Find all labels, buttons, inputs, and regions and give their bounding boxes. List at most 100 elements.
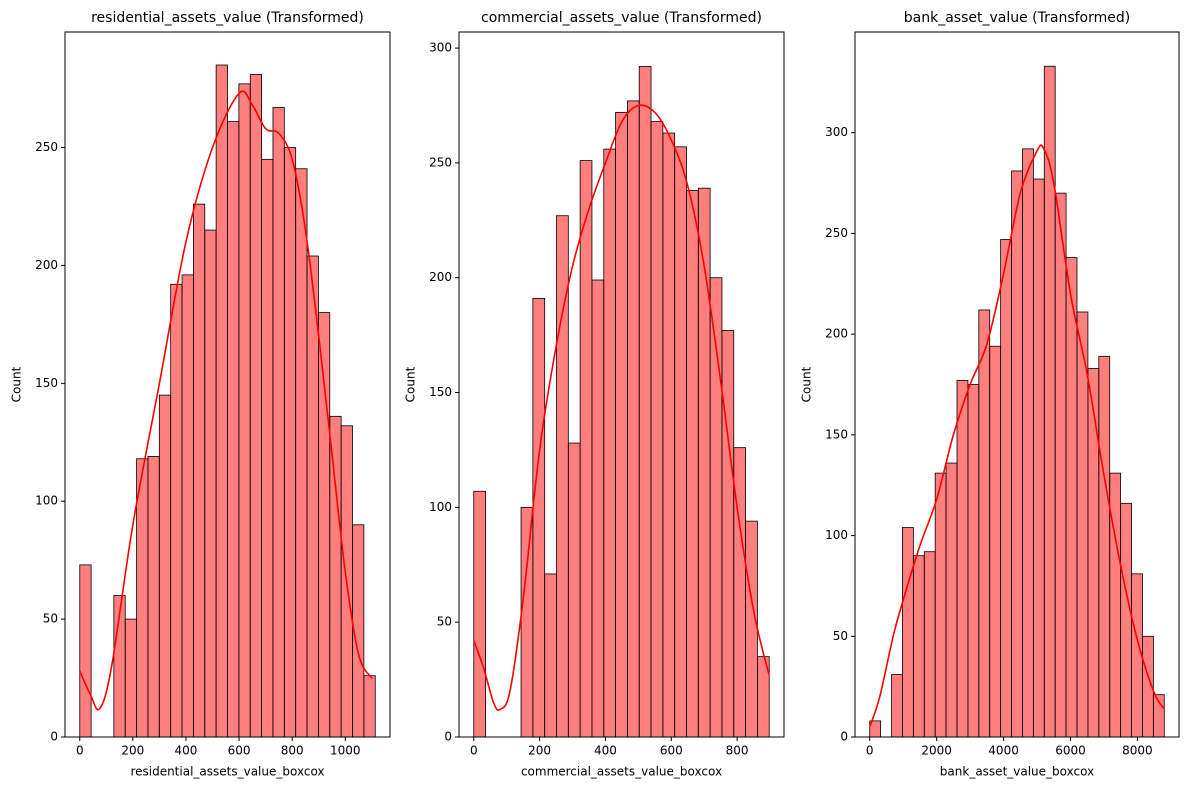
histogram-bar <box>249 74 262 738</box>
chart-title: bank_asset_value (Transformed) <box>904 10 1130 26</box>
histogram-bar <box>1076 311 1089 738</box>
histogram-bar <box>158 394 172 738</box>
y-tick-label: 150 <box>429 385 452 399</box>
x-tick-label: 800 <box>281 744 304 758</box>
y-tick-label: 0 <box>840 730 848 744</box>
histogram-bar <box>295 168 308 738</box>
y-tick-label: 200 <box>429 270 452 284</box>
histogram-bar <box>329 415 342 738</box>
axes-frame <box>458 31 785 738</box>
histogram-bar <box>79 564 92 738</box>
y-axis-label: Count <box>800 366 814 402</box>
histogram-bar <box>1098 355 1111 738</box>
x-tick-label: 600 <box>228 744 251 758</box>
histogram-bar <box>1120 502 1132 738</box>
x-tick-label: 2000 <box>921 744 952 758</box>
chart-title: residential_assets_value (Transformed) <box>91 10 364 26</box>
chart-title: commercial_assets_value (Transformed) <box>481 10 762 26</box>
histogram-bar <box>1011 170 1023 738</box>
histogram-bar <box>1054 192 1067 738</box>
histogram-bar <box>945 462 958 738</box>
y-tick-label: 250 <box>825 226 848 240</box>
histogram-bar <box>745 520 758 738</box>
axes-frame <box>64 31 391 738</box>
kde-line <box>473 104 770 711</box>
y-tick-label: 200 <box>35 258 58 272</box>
y-axis-label: Count <box>10 366 24 402</box>
y-tick-label: 250 <box>35 140 58 154</box>
histogram-bar <box>215 64 228 738</box>
y-tick-label: 50 <box>833 629 848 643</box>
histogram-bar <box>967 384 980 738</box>
histogram-bar <box>283 147 297 738</box>
histogram-bar <box>686 190 699 738</box>
x-tick-label: 8000 <box>1122 744 1153 758</box>
y-tick-label: 100 <box>825 528 848 542</box>
y-tick-label: 100 <box>35 494 58 508</box>
histogram-bar <box>923 551 936 738</box>
histogram-bar <box>627 100 640 738</box>
histogram-bar <box>567 442 581 738</box>
y-tick-label: 0 <box>50 730 58 744</box>
histogram-bar <box>170 283 183 738</box>
histogram-bar <box>638 66 652 738</box>
x-tick-label: 400 <box>175 744 198 758</box>
x-tick-label: 800 <box>726 744 749 758</box>
y-tick-label: 0 <box>444 730 452 744</box>
histogram-bar <box>147 456 160 738</box>
histogram-bar <box>272 107 285 738</box>
histogram-bar <box>956 380 969 738</box>
y-axis-label: Count <box>404 366 418 402</box>
histogram-bar <box>662 132 676 738</box>
histogram-bar <box>227 121 240 738</box>
histogram-bar <box>318 312 331 738</box>
histogram-bar <box>520 506 534 738</box>
histogram-bar <box>989 345 1002 738</box>
x-tick-label: 6000 <box>1055 744 1086 758</box>
histogram-bar <box>181 274 194 738</box>
histogram-bar <box>603 148 616 738</box>
histogram-bar <box>579 160 593 738</box>
histogram-bar <box>1022 148 1034 738</box>
x-axis-label: residential_assets_value_boxcox <box>130 765 324 779</box>
histogram-bar <box>306 255 319 738</box>
histogram-bar <box>238 83 251 738</box>
histogram-bar <box>674 146 687 738</box>
histogram-bar <box>136 458 149 738</box>
y-tick-label: 50 <box>437 615 452 629</box>
y-tick-label: 300 <box>825 125 848 139</box>
x-axis-label: bank_asset_value_boxcox <box>940 765 1094 779</box>
histogram-bar <box>591 279 605 738</box>
x-axis-label: commercial_assets_value_boxcox <box>521 765 722 779</box>
histogram-bar <box>1032 178 1045 738</box>
histogram-bar <box>912 555 925 738</box>
y-tick-label: 100 <box>429 500 452 514</box>
histogram-bar <box>721 330 735 738</box>
histogram-bar <box>891 674 903 738</box>
x-tick-label: 200 <box>528 744 551 758</box>
kde-line <box>79 90 373 711</box>
histogram-bar <box>978 309 991 738</box>
y-tick-label: 250 <box>429 155 452 169</box>
x-tick-label: 0 <box>76 744 84 758</box>
x-tick-label: 200 <box>121 744 144 758</box>
histogram-bar <box>650 121 664 738</box>
histogram-bar <box>615 111 628 738</box>
histogram-bar <box>363 675 376 738</box>
x-tick-label: 400 <box>594 744 617 758</box>
kde-line <box>868 144 1165 728</box>
histogram-bar <box>544 573 557 738</box>
histogram-bar <box>532 297 546 738</box>
histogram-bar <box>124 618 137 738</box>
histogram-bar <box>934 472 947 738</box>
histogram-bar <box>1087 367 1100 738</box>
x-tick-label: 1000 <box>330 744 361 758</box>
y-tick-label: 150 <box>35 376 58 390</box>
axes-frame <box>854 31 1180 738</box>
histogram-bar <box>1000 239 1012 738</box>
histogram-bar <box>193 203 206 738</box>
histogram-bar <box>261 158 274 738</box>
histogram-bar <box>473 490 486 738</box>
y-tick-label: 200 <box>825 327 848 341</box>
